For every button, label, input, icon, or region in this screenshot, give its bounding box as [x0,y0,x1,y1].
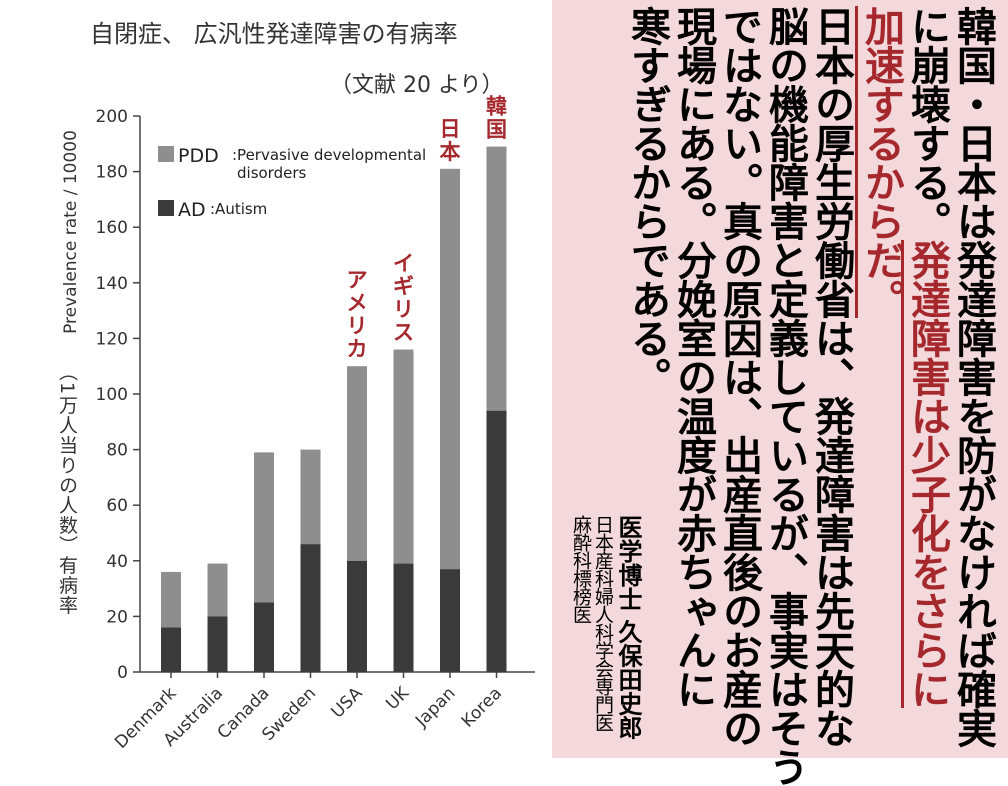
chart-panel: 自閉症、 広汎性発達障害の有病率 （文献 20 より） 0 20 40 60 80 100… [56,20,535,753]
bar-ad-korea [486,410,507,672]
bar-pdd-usa [347,366,367,561]
annotation-char: ア [347,268,368,292]
legend-ad-desc: :Autism [210,200,267,218]
text-col-5-content: 脳の機能障害と定義しているが、事実はそう [762,6,808,786]
legend-swatch-pdd [158,146,174,162]
y-tick-label: 0 [117,663,128,683]
y-tick-label: 60 [106,496,128,516]
bar-pdd-uk [393,349,414,564]
chart-title: 自閉症、 広汎性発達障害の有病率 [90,20,458,48]
annotation-char: 韓 [486,95,507,119]
text-col-1-content: 韓国・日本は発達障害を防がなければ確実 [950,6,996,747]
y-axis-label-en: Prevalence rate / 10000 [61,130,81,334]
bar-pdd-canada [254,452,274,603]
x-tick-label-korea: Korea [458,683,506,731]
bar-pdd-australia [207,563,228,617]
legend-swatch-ad [158,200,174,216]
y-tick-label: 80 [106,441,128,461]
text-col-7: 現場にある。分娩室の温度が赤ちゃんに [670,6,716,708]
author-affiliation-1: 日本産科婦人科学会専門医 [592,515,614,731]
bar-pdd-japan [440,168,460,570]
text-col-7-content: 現場にある。分娩室の温度が赤ちゃんに [670,6,716,708]
bar-ad-sweden [300,544,321,672]
y-tick-label: 160 [96,218,128,238]
annotation-char: リ [347,314,368,338]
annotation-char: イ [393,252,414,276]
y-tick-label: 180 [96,163,128,183]
text-col-6: ではない。真の原因は、出産直後のお産の [716,6,762,747]
annotation-char: カ [347,337,368,361]
text-col-8: 寒すぎるからである。 [624,6,670,396]
text-col-8-content: 寒すぎるからである。 [624,6,670,396]
text-col-6-content: ではない。真の原因は、出産直後のお産の [716,6,762,747]
text-col-1: 韓国・日本は発達障害を防がなければ確実 [950,6,996,747]
annotation-char: 国 [486,118,507,142]
y-tick-label: 140 [96,274,128,294]
bar-ad-canada [254,602,274,672]
text-col-4-content: 日本の厚生労働省は、発達障害は先天的な [808,6,854,747]
annotation-char: リ [393,298,414,322]
legend-pdd-desc-line2: disorders [237,164,307,182]
legend-pdd-abbr: PDD [178,145,219,167]
bar-pdd-korea [486,146,507,411]
bar-ad-japan [440,569,460,672]
text-col-4: 日本の厚生労働省は、発達障害は先天的な [808,6,854,747]
text-col-3-highlight: 加速するからだ。 [855,6,904,318]
bar-ad-usa [347,560,367,672]
y-tick-label: 200 [96,107,128,127]
x-tick-label-usa: USA [328,683,367,722]
y-tick-label: 100 [96,385,128,405]
text-panel: 韓国・日本は発達障害を防がなければ確実 に崩壊する。発達障害は少子化をさらに 加… [552,0,1008,786]
annotation-char: ギ [393,275,414,299]
x-tick-label-japan: Japan [411,683,459,731]
text-col-2-highlight: 発達障害は少子化をさらに [901,240,950,708]
x-tick-label-uk: UK [382,683,413,714]
y-axis-ticks: 0 20 40 60 80 100 120 140 160 180 200 [96,107,140,683]
author-title: 医学博士 久保田史郎 [614,515,642,740]
y-axis-label-jp: （1万人当りの人数）有病率 [56,362,78,616]
bar-pdd-denmark [161,571,181,628]
legend-ad-abbr: AD [178,199,206,221]
bar-ad-australia [207,616,228,672]
y-tick-label: 20 [106,607,128,627]
prevalence-chart: 自閉症、 広汎性発達障害の有病率 （文献 20 より） 0 20 40 60 80 100… [61,20,535,753]
annotation-japan: 日本 [440,117,461,164]
y-tick-label: 40 [106,552,128,572]
annotation-char: メ [347,291,368,315]
text-col-2: に崩壊する。発達障害は少子化をさらに [901,6,950,708]
author-affiliation-2: 麻酔科標榜医 [570,515,592,623]
annotation-char: 本 [440,140,461,164]
text-col-3: 加速するからだ。 [855,6,904,318]
legend: PDD :Pervasive developmental disorders A… [158,145,426,221]
annotation-korea: 韓国 [486,95,507,142]
bar-ad-denmark [161,627,181,672]
bar-pdd-sweden [300,449,321,545]
text-col-2-content: に崩壊する。 [904,6,950,240]
bars [161,146,507,672]
chart-subtitle: （文献 20 より） [330,73,504,98]
y-tick-label: 120 [96,329,128,349]
bar-ad-uk [393,563,414,672]
annotation-char: ス [393,321,414,345]
text-col-5: 脳の機能障害と定義しているが、事実はそう [762,6,808,786]
annotation-char: 日 [440,117,461,141]
legend-pdd-desc-line1: :Pervasive developmental [232,146,426,164]
